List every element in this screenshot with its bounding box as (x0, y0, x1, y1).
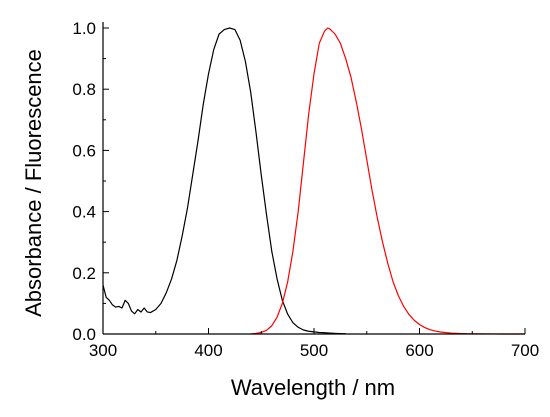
plot-area (102, 27, 526, 335)
x-tick-label: 400 (194, 341, 222, 360)
x-tick-label: 700 (511, 341, 539, 360)
x-tick-label: 500 (300, 341, 328, 360)
y-tick-label: 0.2 (72, 264, 96, 283)
y-tick-label: 0.0 (72, 325, 96, 344)
x-tick-label: 600 (405, 341, 433, 360)
series-line-1 (102, 27, 346, 335)
y-tick-label: 1.0 (72, 19, 96, 38)
y-tick-label: 0.6 (72, 141, 96, 160)
x-tick-label: 300 (89, 341, 117, 360)
x-axis: 300 400 500 600 700 (89, 328, 539, 360)
y-axis: 0.0 0.2 0.4 0.6 0.8 1.0 (72, 19, 109, 344)
y-axis-title: Absorbance / Fluorescence (21, 49, 46, 317)
series-line-2 (250, 27, 526, 335)
y-tick-label: 0.8 (72, 80, 96, 99)
y-tick-label: 0.4 (72, 203, 96, 222)
x-axis-title: Wavelength / nm (231, 375, 395, 400)
